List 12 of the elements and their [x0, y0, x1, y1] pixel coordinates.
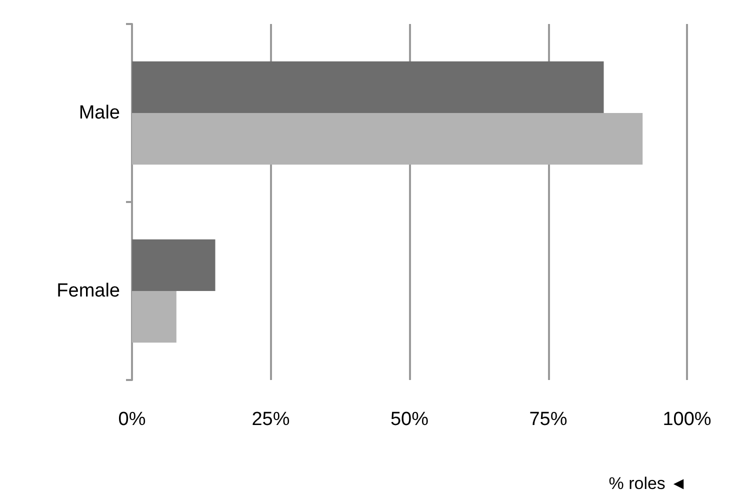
x-tick-label: 25%	[252, 409, 290, 430]
bar	[132, 291, 176, 343]
y-tick-label: Female	[56, 280, 120, 302]
x-tick-label: 50%	[390, 409, 429, 430]
x-tick-label: 100%	[662, 409, 712, 430]
x-axis-title: % roles ◄	[608, 474, 687, 493]
x-tick-label: 0%	[118, 409, 146, 430]
x-tick-label: 75%	[529, 409, 568, 430]
bar	[132, 61, 604, 113]
bar	[132, 113, 643, 165]
bar	[132, 239, 216, 291]
y-tick-label: Male	[78, 102, 120, 124]
